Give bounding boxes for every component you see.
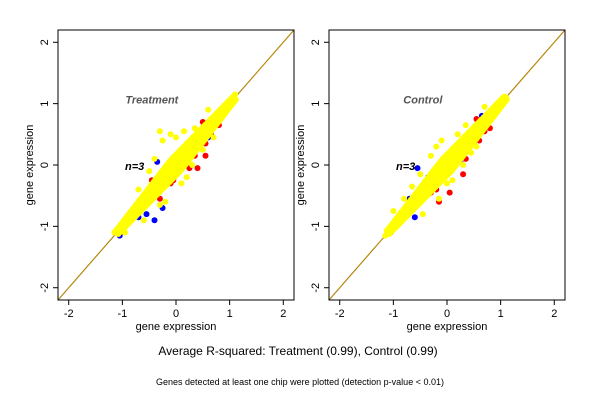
x-tick-label: -2: [64, 308, 74, 320]
data-point-yellow: [401, 195, 408, 202]
data-point-yellow: [419, 211, 426, 218]
data-point-blue: [143, 211, 150, 218]
y-axis-label: gene expression: [24, 125, 36, 206]
data-point-yellow: [156, 128, 163, 135]
data-point-yellow: [481, 103, 488, 110]
y-tick-label: 0: [39, 162, 51, 168]
data-point-yellow: [135, 186, 142, 193]
data-point-yellow: [436, 195, 442, 202]
y-axis-label: gene expression: [295, 125, 307, 206]
data-point-yellow: [178, 180, 185, 187]
data-point-red: [446, 189, 453, 196]
y-tick-label: -2: [310, 283, 322, 293]
data-point-yellow: [460, 162, 467, 168]
sample-size-annotation: n=3: [396, 161, 415, 173]
y-tick-label: 1: [39, 101, 51, 107]
data-point-yellow: [191, 125, 198, 132]
x-tick-label: 0: [173, 308, 179, 320]
data-point-yellow: [427, 152, 434, 159]
data-point-yellow: [462, 122, 469, 129]
plot-area: [329, 30, 565, 300]
x-tick-label: 1: [498, 308, 504, 320]
panel-control: -2 -1 0 1 2 -2 -1 0 1 2 gene expression gene expres…: [295, 29, 566, 333]
data-point-red: [202, 152, 209, 159]
data-point-yellow: [417, 171, 424, 178]
x-axis-label: gene expression: [136, 321, 217, 333]
data-point-yellow: [409, 183, 416, 190]
data-point-blue: [151, 217, 158, 224]
data-point-red: [194, 165, 201, 172]
data-point-yellow: [173, 134, 179, 141]
data-point-red: [460, 171, 467, 178]
data-point-yellow: [156, 201, 163, 208]
data-point-yellow: [181, 128, 187, 135]
x-tick-label: -2: [335, 308, 345, 320]
y-tick-label: -1: [39, 221, 51, 231]
data-point-yellow: [210, 134, 217, 141]
data-point-yellow: [183, 174, 190, 181]
x-axis-label: gene expression: [407, 321, 488, 333]
data-point-yellow: [232, 96, 239, 103]
data-point-yellow: [503, 96, 510, 103]
data-point-yellow: [449, 177, 456, 184]
data-point-yellow: [151, 155, 158, 162]
data-point-blue: [414, 165, 421, 172]
x-tick-label: -1: [117, 308, 127, 320]
data-point-yellow: [433, 143, 440, 150]
detection-footnote: Genes detected at least one chip were pl…: [156, 377, 444, 387]
data-point-blue: [411, 214, 418, 221]
panel-title: Control: [403, 95, 443, 107]
data-point-yellow: [140, 217, 147, 224]
panel-title: Treatment: [125, 95, 179, 107]
x-tick-label: 0: [444, 308, 450, 320]
y-tick-label: 1: [310, 101, 322, 107]
yellow-point-cloud: [112, 93, 239, 237]
panel-treatment: -2 -1 0 1 2 -2 -1 0 1 2 gene expression gene expres…: [24, 29, 295, 333]
data-point-yellow: [390, 208, 397, 214]
r-squared-summary: Average R-squared: Treatment (0.99), Con…: [158, 344, 437, 358]
x-tick-label: 1: [227, 308, 233, 320]
data-point-yellow: [146, 168, 153, 175]
y-tick-label: 2: [310, 39, 322, 45]
x-tick-label: -1: [388, 308, 398, 320]
data-point-yellow: [444, 180, 450, 187]
sample-size-annotation: n=3: [125, 161, 144, 173]
y-tick-label: 2: [39, 39, 51, 45]
y-tick-label: -1: [310, 221, 322, 231]
data-point-yellow: [162, 198, 169, 205]
data-point-yellow: [189, 162, 196, 168]
y-tick-label: -2: [39, 283, 51, 293]
x-tick-label: 2: [280, 308, 286, 320]
data-point-yellow: [438, 137, 445, 144]
yellow-point-cloud: [383, 93, 510, 237]
data-point-yellow: [454, 131, 461, 138]
data-point-yellow: [159, 137, 166, 144]
x-tick-label: 2: [551, 308, 557, 320]
y-tick-label: 0: [310, 162, 322, 168]
data-point-yellow: [205, 106, 212, 113]
data-point-yellow: [167, 131, 174, 138]
plot-area: [58, 30, 294, 300]
